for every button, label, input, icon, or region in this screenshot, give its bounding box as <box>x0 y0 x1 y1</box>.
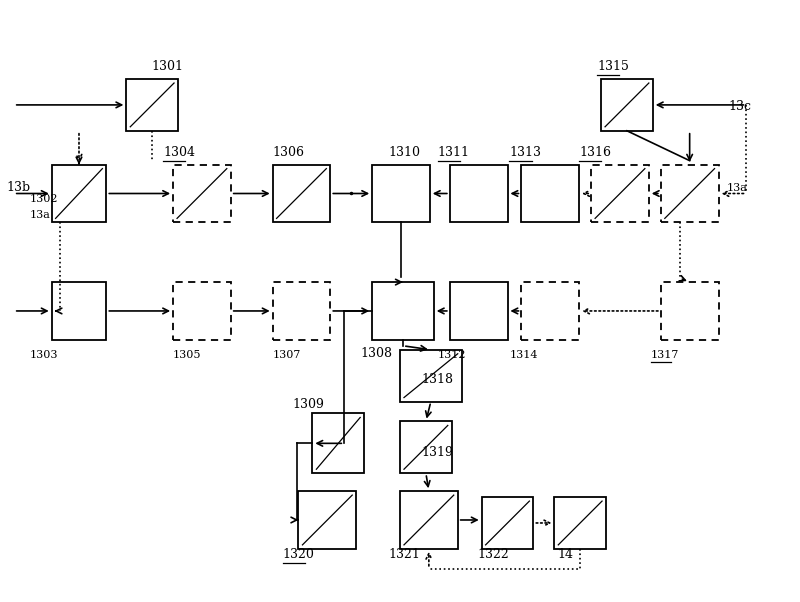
Bar <box>591 164 649 222</box>
Text: 1313: 1313 <box>510 146 542 159</box>
Bar <box>400 491 458 549</box>
Text: 1311: 1311 <box>438 146 470 159</box>
Bar <box>372 282 434 340</box>
Text: 13b: 13b <box>7 181 31 194</box>
Bar <box>661 282 718 340</box>
Text: 1309: 1309 <box>293 399 324 412</box>
Text: 1310: 1310 <box>388 146 420 159</box>
Bar <box>52 164 106 222</box>
Bar <box>554 497 606 549</box>
Bar <box>450 282 507 340</box>
Bar <box>173 164 230 222</box>
Text: 1319: 1319 <box>422 446 454 459</box>
Bar <box>482 497 534 549</box>
Bar <box>313 414 364 473</box>
Bar <box>522 282 579 340</box>
Text: 1308: 1308 <box>360 347 392 360</box>
Text: 1304: 1304 <box>163 146 195 159</box>
Text: 1302: 1302 <box>30 194 58 205</box>
Text: 13a: 13a <box>726 182 747 193</box>
Text: 1317: 1317 <box>651 350 679 360</box>
Text: 1312: 1312 <box>438 350 466 360</box>
Bar <box>273 282 330 340</box>
Bar <box>400 421 452 473</box>
Text: 13c: 13c <box>729 100 751 113</box>
Text: 1321: 1321 <box>388 548 420 561</box>
Text: 1322: 1322 <box>478 548 510 561</box>
Bar <box>52 282 106 340</box>
Text: 1315: 1315 <box>597 60 629 73</box>
Bar <box>273 164 330 222</box>
Bar <box>126 79 178 131</box>
Text: 1316: 1316 <box>579 146 611 159</box>
Bar <box>601 79 653 131</box>
Text: 1305: 1305 <box>173 350 202 360</box>
Text: 14: 14 <box>558 548 574 561</box>
Bar <box>450 164 507 222</box>
Bar <box>298 491 356 549</box>
Text: 1320: 1320 <box>282 548 314 561</box>
Text: 1307: 1307 <box>273 350 301 360</box>
Bar <box>400 350 462 402</box>
Text: 1306: 1306 <box>273 146 305 159</box>
Text: 1318: 1318 <box>422 373 454 386</box>
Bar <box>661 164 718 222</box>
Text: 1303: 1303 <box>30 350 58 360</box>
Bar <box>372 164 430 222</box>
Text: 1301: 1301 <box>151 60 183 73</box>
Bar <box>522 164 579 222</box>
Text: 1314: 1314 <box>510 350 538 360</box>
Bar <box>173 282 230 340</box>
Text: 13a: 13a <box>30 210 50 220</box>
